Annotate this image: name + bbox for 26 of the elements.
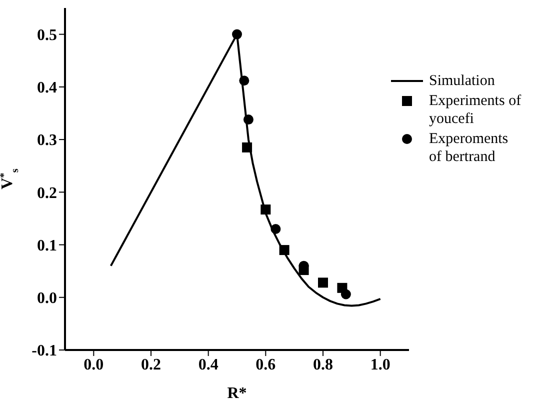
y-tick-label: 0.2 [37, 184, 57, 202]
point [242, 142, 252, 152]
x-axis-title: R* [227, 385, 247, 402]
legend-label: Simulation [429, 72, 495, 90]
point [270, 224, 281, 234]
point [232, 29, 242, 40]
x-tick-label: 0.6 [256, 356, 276, 374]
y-tick-label: 0.5 [37, 26, 57, 44]
y-tick-label: 0.0 [37, 290, 57, 308]
x-tick-label: 1.0 [370, 356, 390, 374]
point [340, 289, 351, 300]
point [318, 278, 328, 288]
x-tick-label: 0.0 [84, 356, 104, 374]
point [260, 204, 271, 215]
y-tick-label: 0.4 [37, 80, 57, 97]
y-tick-label: -0.1 [32, 342, 57, 360]
point [239, 76, 250, 86]
x-tick-label: 0.8 [313, 356, 333, 374]
x-tick-label: 0.4 [198, 356, 218, 374]
legend-label: Experiments of youcefi [429, 92, 522, 128]
y-tick-label: 0.3 [37, 132, 57, 150]
point [243, 114, 254, 125]
legend-label: Experoments of bertrand [429, 130, 510, 166]
point [279, 245, 290, 256]
x-tick-label: 0.2 [141, 356, 161, 374]
y-tick-label: 0.1 [37, 237, 57, 254]
